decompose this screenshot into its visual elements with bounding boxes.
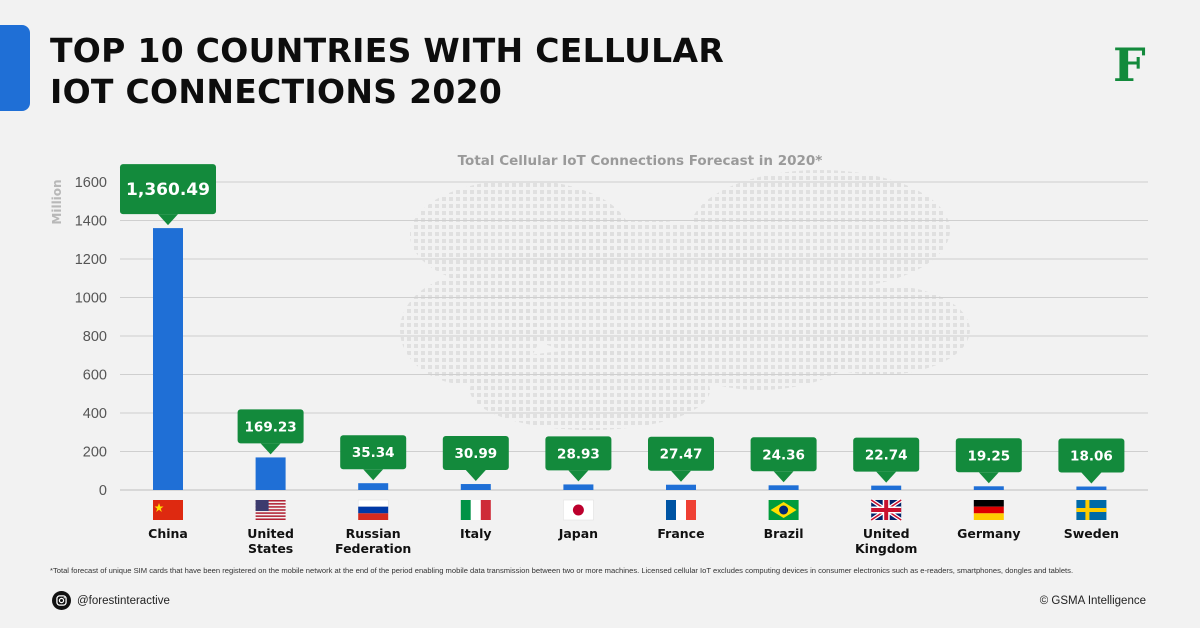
bar-sweden (1076, 486, 1107, 490)
value-callout (545, 436, 612, 482)
value-callout (955, 438, 1022, 484)
category-label: Brazil (764, 526, 804, 541)
japan-flag (563, 499, 594, 521)
category-label: China (148, 526, 188, 541)
chart-title: Total Cellular IoT Connections Forecast … (457, 153, 823, 169)
value-label: 27.47 (660, 447, 703, 463)
usa-flag (255, 500, 286, 520)
value-label: 24.36 (762, 447, 805, 463)
france-flag (666, 500, 696, 520)
italy-flag (460, 500, 491, 520)
accent-bar (0, 25, 30, 111)
brazil-flag (768, 500, 799, 520)
y-tick-label: 1400 (75, 214, 107, 230)
handle-text: @forestinteractive (77, 594, 170, 607)
value-callout (750, 437, 817, 483)
bar-japan (563, 484, 594, 490)
value-label: 22.74 (865, 448, 908, 464)
bar-germany (973, 486, 1004, 490)
title-line-2: IOT CONNECTIONS 2020 (50, 72, 503, 111)
title-line-1: TOP 10 COUNTRIES WITH CELLULAR (50, 31, 725, 70)
y-tick-label: 400 (83, 406, 107, 422)
russia-flag (357, 499, 389, 520)
category-label: Federation (335, 541, 411, 556)
category-label: Russian (346, 526, 401, 541)
uk-flag (870, 498, 903, 522)
value-callout (120, 164, 216, 226)
value-callout (340, 435, 407, 481)
value-callout (442, 436, 509, 482)
value-label: 30.99 (454, 446, 497, 462)
value-label: 169.23 (245, 419, 297, 435)
category-label: Germany (957, 526, 1020, 541)
y-tick-label: 1200 (75, 252, 107, 268)
category-label: Sweden (1064, 526, 1119, 541)
bar-united-kingdom (871, 485, 902, 490)
bar-italy (460, 484, 491, 490)
y-tick-label: 200 (83, 445, 107, 461)
value-callout (853, 437, 920, 483)
bar-united-states (255, 457, 286, 490)
instagram-icon (52, 591, 71, 610)
germany-flag (973, 500, 1004, 520)
value-callout (648, 436, 714, 482)
y-tick-label: 1000 (75, 291, 107, 307)
value-label: 28.93 (557, 446, 600, 462)
bar-russian-federation (358, 483, 389, 490)
value-label: 1,360.49 (126, 180, 210, 200)
y-tick-label: 0 (99, 483, 107, 499)
world-map-dots (470, 350, 710, 430)
y-tick-label: 800 (83, 329, 107, 345)
forest-logo: F (1113, 38, 1146, 92)
value-label: 18.06 (1070, 449, 1113, 465)
bar-france (666, 484, 696, 490)
sweden-flag (1076, 500, 1107, 520)
social-handle[interactable]: @forestinteractive (52, 591, 170, 610)
bar-brazil (768, 485, 799, 490)
category-label: United (863, 526, 910, 541)
value-label: 35.34 (352, 445, 395, 461)
category-label: States (248, 541, 293, 556)
category-label: Kingdom (855, 541, 917, 556)
category-label: France (657, 526, 704, 541)
y-tick-label: 1600 (75, 175, 107, 191)
china-flag (153, 500, 183, 520)
bar-china (153, 228, 183, 490)
category-label: Japan (558, 526, 598, 541)
y-tick-label: 600 (83, 368, 107, 384)
category-label: Italy (460, 526, 492, 541)
source-credit: © GSMA Intelligence (1039, 595, 1146, 607)
category-label: United (247, 526, 294, 541)
footnote: *Total forecast of unique SIM cards that… (50, 566, 1074, 575)
world-map-dots (690, 170, 950, 290)
value-callout (237, 409, 304, 455)
page-title: TOP 10 COUNTRIES WITH CELLULAR IOT CONNE… (50, 30, 724, 112)
value-label: 19.25 (967, 448, 1010, 464)
world-map-dots (790, 285, 970, 375)
value-callout (1058, 438, 1125, 484)
world-map-dots (400, 275, 540, 385)
